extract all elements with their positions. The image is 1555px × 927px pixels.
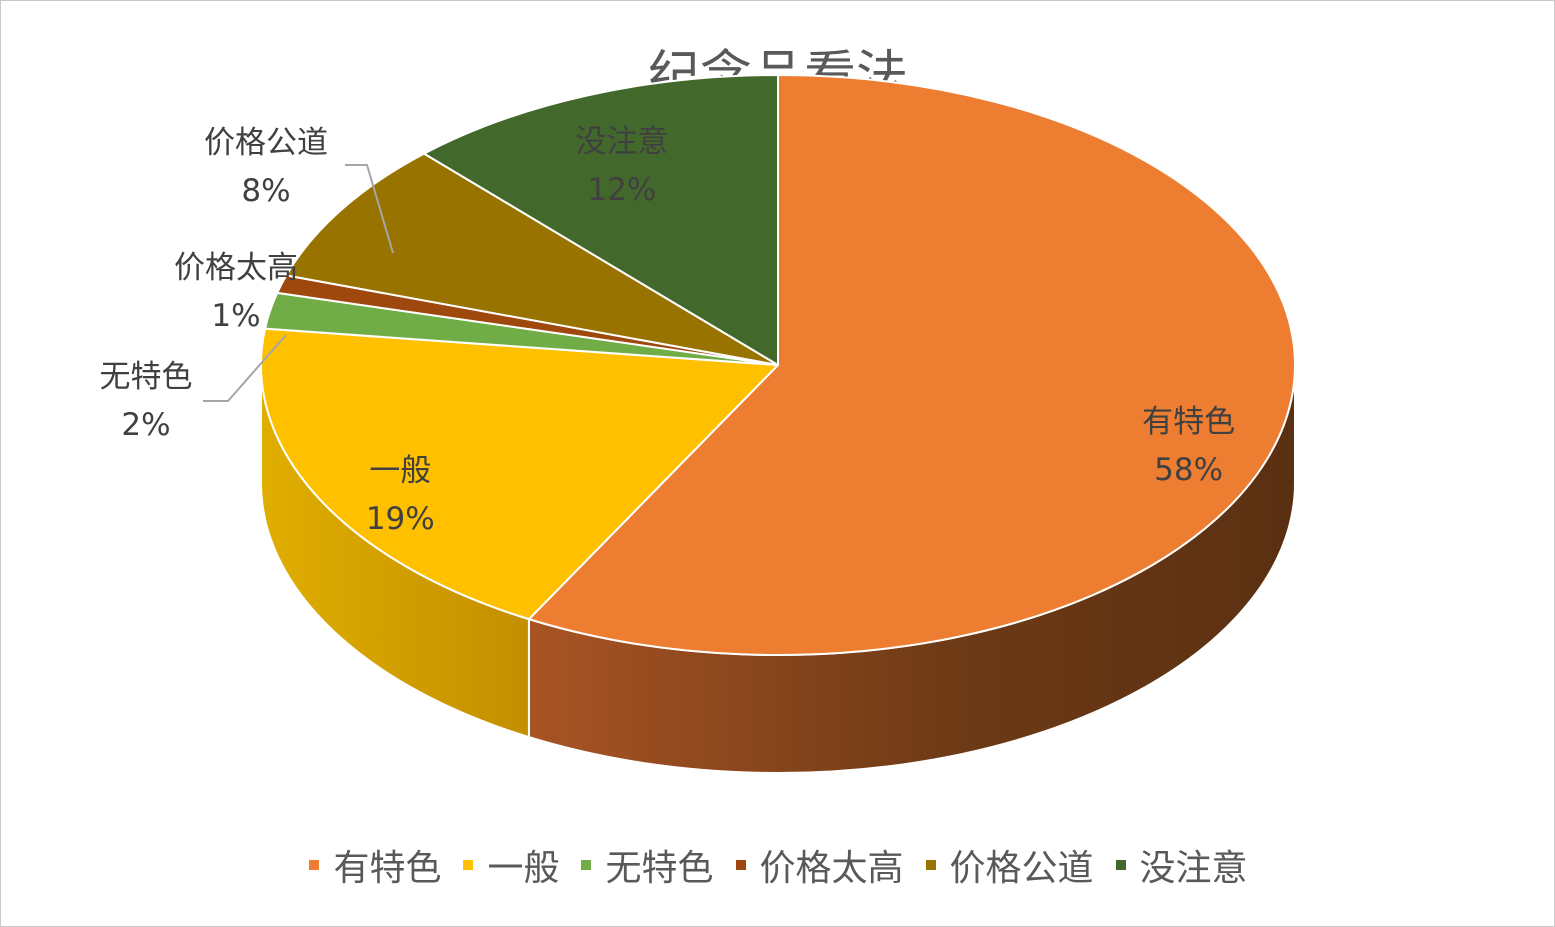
- legend-item-you-tese: 有特色: [309, 839, 441, 891]
- data-label-category-you-tese: 有特色: [1142, 404, 1235, 440]
- legend-swatch: [925, 860, 936, 870]
- data-label-category-jiage-taigao: 价格太高: [174, 250, 298, 286]
- pie-labels: 有特色 58% 一般 19% 无特色 2% 价格太高 1% 价格公道 8% 没注意 12%: [100, 124, 1236, 537]
- legend-item-jiage-taigao: 价格太高: [735, 839, 904, 891]
- leader-lines: [203, 164, 394, 402]
- leader-line-wu-tese: [203, 334, 287, 402]
- data-label-category-wu-tese: 无特色: [100, 359, 193, 395]
- legend-item-yiban: 一般: [463, 839, 559, 891]
- data-label-percent-jiage-gongdao: 8%: [241, 173, 290, 209]
- legend-label: 价格公道: [949, 848, 1094, 889]
- pie-slice-yiban: [260, 327, 779, 621]
- data-label-category-mei-zhuyi: 没注意: [575, 124, 668, 160]
- data-label-percent-yiban: 19%: [366, 501, 435, 537]
- data-label-category-jiage-gongdao: 价格公道: [204, 125, 328, 161]
- legend-swatch: [309, 860, 320, 870]
- legend-swatch: [463, 860, 474, 870]
- legend: 有特色 一般 无特色 价格太高 价格公道 没注意: [1, 837, 1555, 893]
- pie-slice-jiage-gongdao: [285, 152, 779, 366]
- data-label-percent-you-tese: 58%: [1154, 452, 1223, 488]
- legend-label: 没注意: [1139, 848, 1248, 889]
- legend-label: 有特色: [333, 848, 442, 889]
- pie-slice-mei-zhuyi: [423, 74, 779, 366]
- data-label-percent-jiage-taigao: 1%: [211, 298, 260, 334]
- legend-item-mei-zhuyi: 没注意: [1115, 839, 1248, 891]
- leader-line-jiage-gongdao: [345, 164, 394, 254]
- legend-label: 一般: [487, 848, 560, 889]
- data-label-percent-mei-zhuyi: 12%: [587, 172, 656, 208]
- legend-label: 价格太高: [759, 848, 904, 889]
- legend-item-jiage-gongdao: 价格公道: [925, 839, 1094, 891]
- legend-swatch: [581, 860, 592, 870]
- data-label-category-yiban: 一般: [369, 453, 431, 489]
- pie-tops: [260, 74, 1296, 656]
- legend-item-wu-tese: 无特色: [581, 839, 714, 891]
- legend-swatch: [735, 860, 746, 870]
- legend-label: 无特色: [605, 848, 714, 889]
- legend-swatch: [1115, 860, 1126, 870]
- data-label-percent-wu-tese: 2%: [121, 407, 170, 443]
- pie-slice-you-tese: [527, 74, 1296, 656]
